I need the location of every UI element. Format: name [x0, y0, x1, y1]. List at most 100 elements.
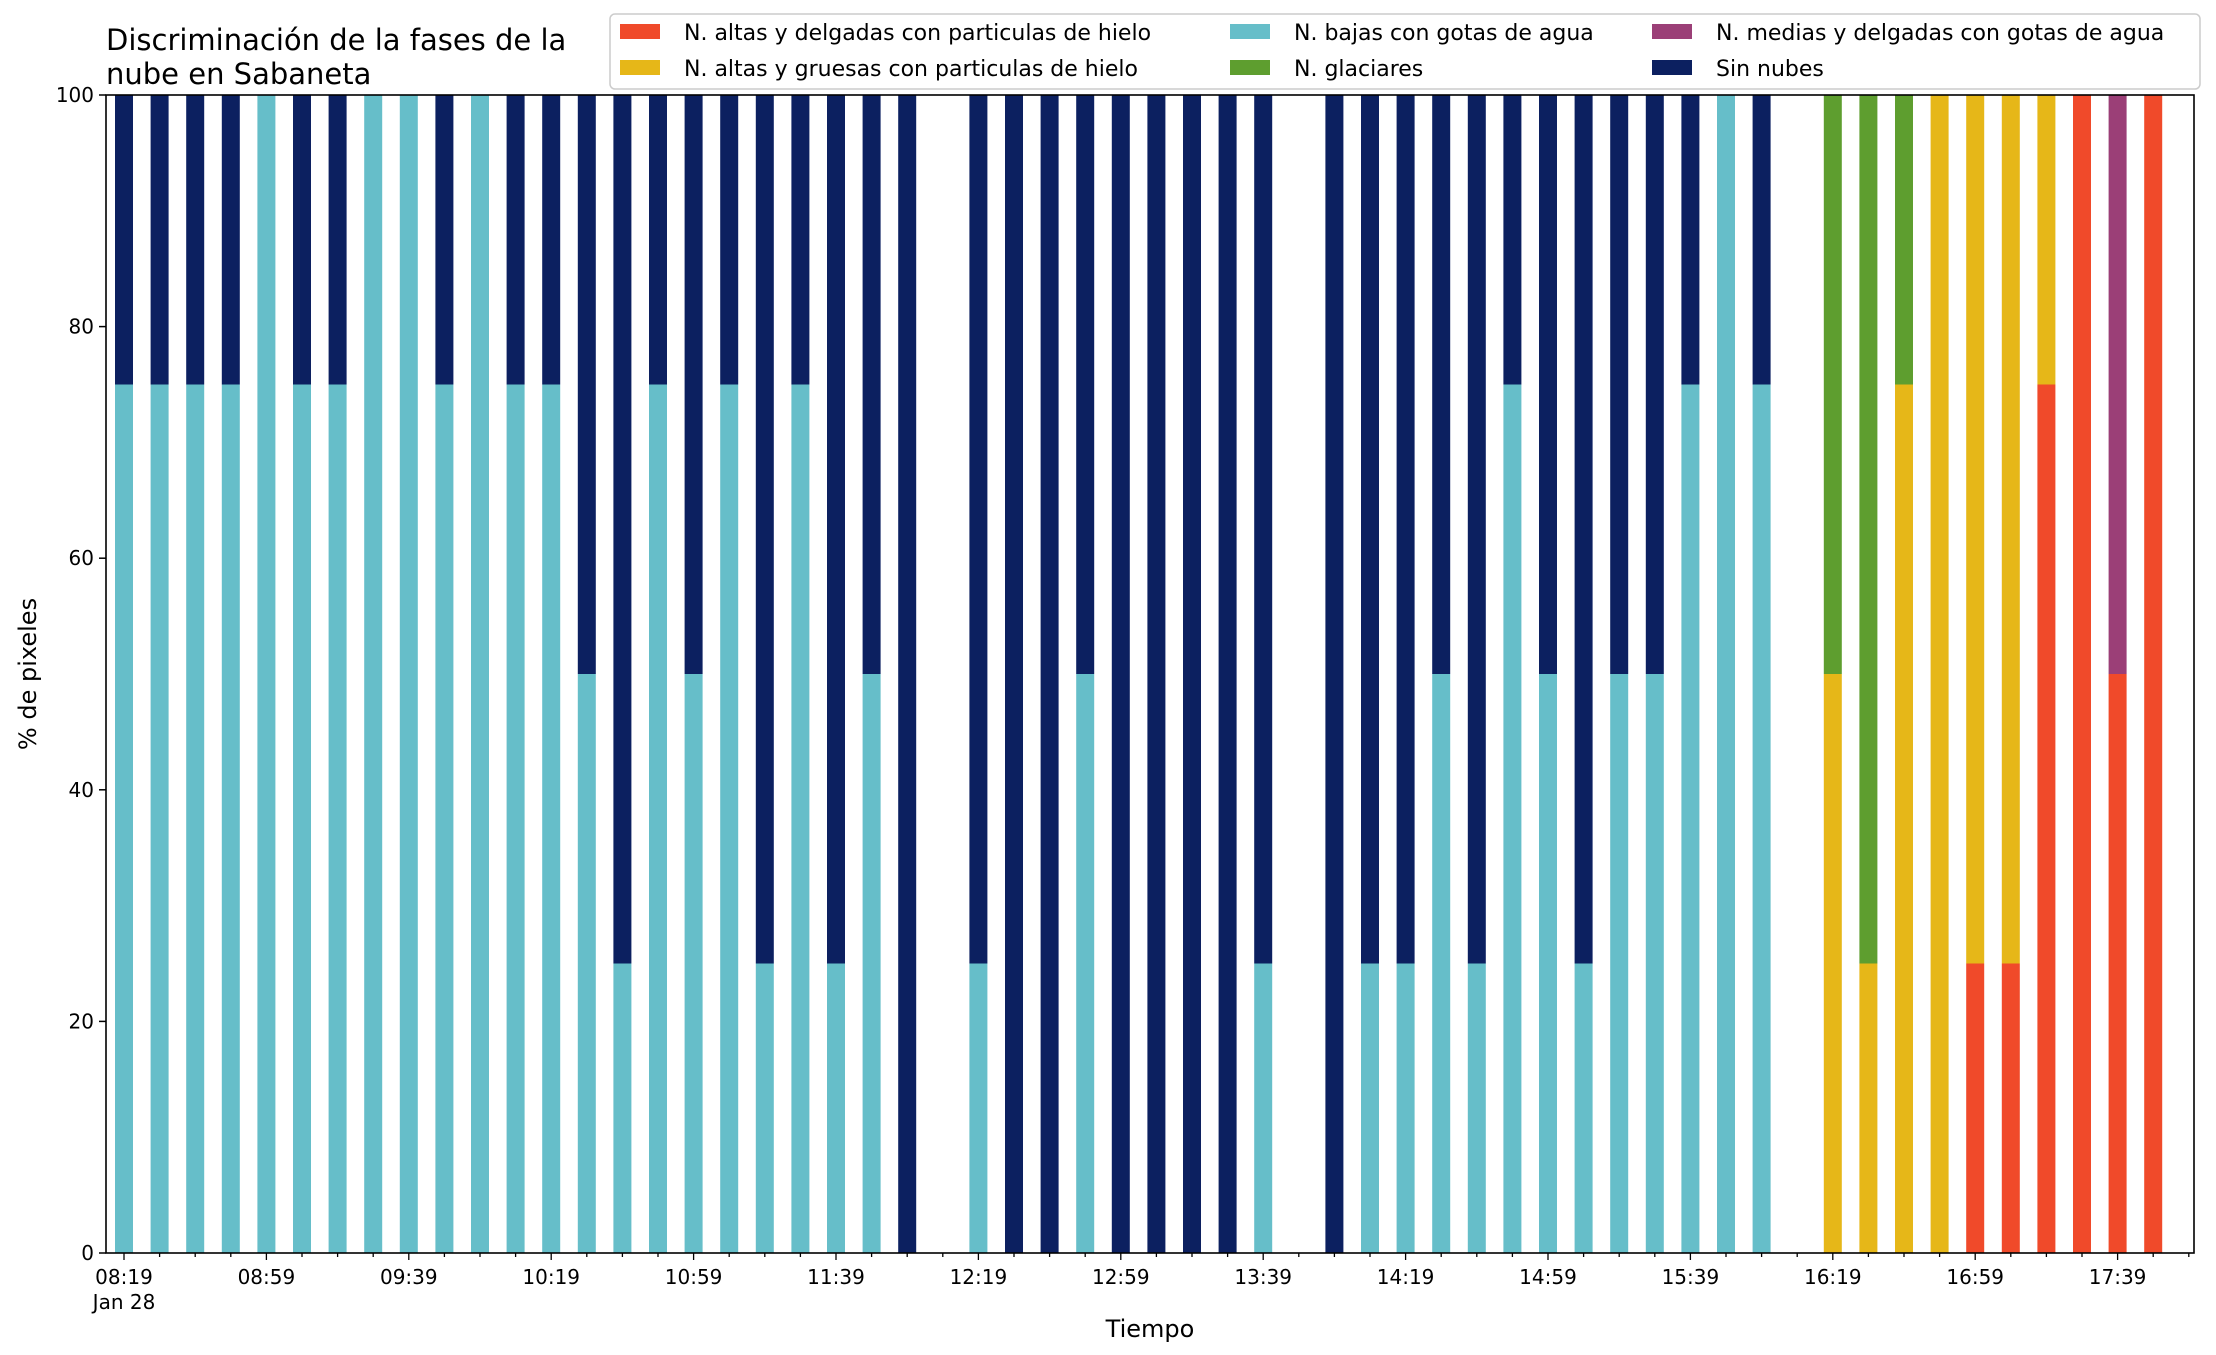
- legend-label: N. glaciares: [1294, 57, 1423, 82]
- x-tick-label: 09:39: [380, 1265, 438, 1289]
- bar-segment-17:39-s4: [2108, 95, 2127, 674]
- bar-segment-15:29-s5: [1645, 95, 1664, 674]
- bar-segment-15:59-s2: [1752, 384, 1771, 1253]
- bar-segment-14:59-s5: [1539, 95, 1557, 674]
- y-tick-label: 20: [69, 1009, 94, 1033]
- bar-segment-15:19-s5: [1610, 95, 1629, 674]
- bar-segment-11:29-s2: [791, 384, 810, 1253]
- bar-segment-09:19-s2: [328, 384, 347, 1253]
- bars-layer: [115, 95, 2163, 1253]
- bar-segment-14:59-s2: [1539, 674, 1557, 1253]
- x-tick-label: 16:59: [1946, 1265, 2004, 1289]
- legend-label: Sin nubes: [1716, 57, 1824, 82]
- bar-segment-13:39-s2: [1254, 963, 1273, 1253]
- x-tick-label: 12:19: [950, 1265, 1008, 1289]
- bar-segment-08:39-s2: [186, 384, 205, 1253]
- bar-segment-14:39-s5: [1467, 95, 1486, 964]
- bar-segment-10:59-s5: [684, 95, 703, 674]
- bar-segment-09:09-s2: [293, 384, 311, 1253]
- bar-segment-14:29-s5: [1432, 95, 1451, 674]
- bar-segment-15:49-s2: [1717, 95, 1735, 1253]
- x-tick-label: 17:39: [2089, 1265, 2147, 1289]
- legend-swatch: [1652, 60, 1692, 75]
- bar-segment-14:09-s5: [1361, 95, 1379, 964]
- legend-swatch: [1652, 24, 1692, 39]
- chart-title-line-1: Discriminación de la fases de la: [106, 23, 566, 57]
- x-tick-label: 10:59: [665, 1265, 723, 1289]
- bar-segment-15:09-s5: [1574, 95, 1593, 964]
- bar-segment-17:29-s0: [2073, 95, 2091, 1253]
- y-tick-label: 80: [69, 315, 94, 339]
- bar-segment-16:29-s1: [1859, 963, 1878, 1253]
- bar-segment-11:49-s2: [862, 674, 881, 1253]
- bar-segment-10:19-s2: [542, 384, 561, 1253]
- bar-segment-16:49-s1: [1930, 95, 1949, 1253]
- x-tick-label: 15:39: [1662, 1265, 1720, 1289]
- bar-segment-08:59-s2: [257, 95, 276, 1253]
- legend-box: [609, 13, 2201, 90]
- bar-segment-09:59-s2: [471, 95, 489, 1253]
- bar-segment-17:39-s0: [2108, 674, 2127, 1253]
- legend-swatch: [620, 24, 660, 39]
- legend-label: N. medias y delgadas con gotas de agua: [1716, 21, 2164, 46]
- chart-title: Discriminación de la fases de la nube en…: [106, 23, 566, 91]
- bar-segment-17:09-s1: [2001, 95, 2020, 964]
- bar-segment-10:09-s2: [506, 384, 525, 1253]
- bar-segment-08:19-s2: [115, 384, 133, 1253]
- bar-segment-13:09-s5: [1147, 95, 1166, 1253]
- bar-segment-12:39-s5: [1040, 95, 1059, 1253]
- bar-segment-17:19-s1: [2037, 95, 2056, 385]
- bar-segment-13:29-s5: [1218, 95, 1237, 1253]
- x-tick-label: 14:59: [1519, 1265, 1577, 1289]
- y-axis-label: % de pixeles: [14, 598, 42, 750]
- bar-segment-16:39-s1: [1895, 384, 1913, 1253]
- bar-segment-16:19-s1: [1823, 674, 1842, 1253]
- bar-segment-15:39-s5: [1681, 95, 1700, 385]
- x-tick-label: 12:59: [1092, 1265, 1150, 1289]
- bar-segment-08:49-s2: [221, 384, 240, 1253]
- bar-segment-11:19-s5: [755, 95, 774, 964]
- bar-segment-09:09-s5: [293, 95, 311, 385]
- bar-segment-15:09-s2: [1574, 963, 1593, 1253]
- y-tick-label: 100: [56, 83, 94, 107]
- bar-segment-15:19-s2: [1610, 674, 1629, 1253]
- bar-segment-11:49-s5: [862, 95, 881, 674]
- bar-segment-14:49-s5: [1503, 95, 1522, 385]
- bar-segment-15:29-s2: [1645, 674, 1664, 1253]
- bar-segment-12:29-s5: [1005, 95, 1023, 1253]
- bar-segment-13:59-s5: [1325, 95, 1344, 1253]
- bar-segment-14:29-s2: [1432, 674, 1451, 1253]
- bar-segment-14:39-s2: [1467, 963, 1486, 1253]
- bar-segment-08:29-s2: [150, 384, 169, 1253]
- bar-segment-14:19-s2: [1396, 963, 1415, 1253]
- bar-segment-10:39-s2: [613, 963, 632, 1253]
- bar-segment-12:49-s2: [1076, 674, 1095, 1253]
- bar-segment-09:49-s5: [435, 95, 454, 385]
- bar-segment-16:39-s3: [1895, 95, 1913, 385]
- bar-segment-16:19-s3: [1823, 95, 1842, 674]
- legend-swatch: [1230, 60, 1270, 75]
- y-tick-label: 40: [69, 778, 94, 802]
- legend-label: N. altas y delgadas con particulas de hi…: [684, 21, 1151, 46]
- legend-label: N. altas y gruesas con particulas de hie…: [684, 57, 1138, 82]
- bar-segment-11:09-s5: [720, 95, 739, 385]
- bar-segment-11:09-s2: [720, 384, 739, 1253]
- legend-swatch: [620, 60, 660, 75]
- plot-area-frame: [105, 94, 2195, 1254]
- bar-segment-17:49-s0: [2144, 95, 2163, 1253]
- x-tick-label: 11:39: [807, 1265, 865, 1289]
- chart-title-line-2: nube en Sabaneta: [106, 57, 371, 91]
- x-axis-label: Tiempo: [1105, 1315, 1195, 1343]
- bar-segment-14:19-s5: [1396, 95, 1415, 964]
- bar-segment-10:49-s2: [649, 384, 667, 1253]
- bar-segment-14:09-s2: [1361, 963, 1379, 1253]
- bar-segment-12:19-s5: [969, 95, 988, 964]
- x-tick-label: Jan 28: [91, 1290, 156, 1314]
- bar-segment-08:19-s5: [115, 95, 133, 385]
- bar-segment-11:19-s2: [755, 963, 774, 1253]
- bar-segment-09:19-s5: [328, 95, 347, 385]
- bar-segment-08:39-s5: [186, 95, 205, 385]
- y-axis: 0 20 40 60 80 100: [56, 83, 106, 1265]
